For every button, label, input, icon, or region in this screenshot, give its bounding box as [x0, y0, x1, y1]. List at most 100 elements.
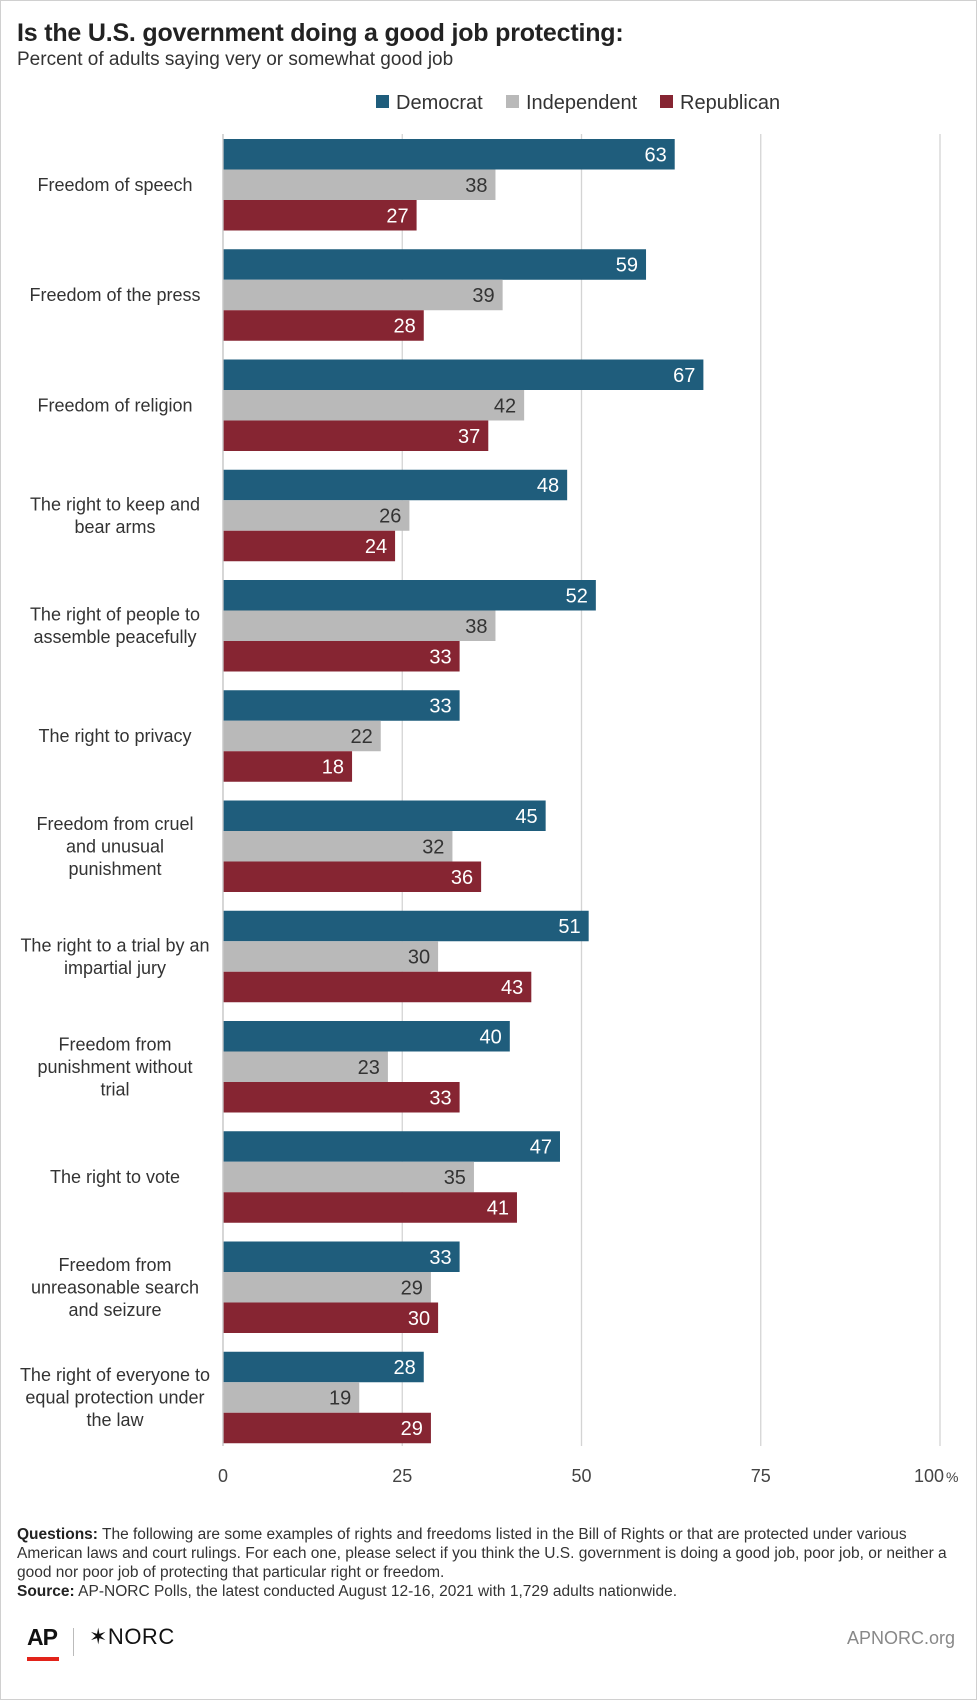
category-label-line: The right to keep and: [30, 494, 200, 514]
category-label-line: Freedom of the press: [29, 285, 200, 305]
data-label-democrat-freedom-from-unreasonable-search-and-seizure: 33: [429, 1247, 451, 1269]
bar-republican-the-right-of-people-to-assemble-peacefully: [223, 641, 460, 672]
category-label-line: equal protection under: [25, 1388, 204, 1408]
category-label-line: Freedom from: [58, 1255, 171, 1275]
norc-logo: ✶NORC: [89, 1624, 175, 1649]
category-label-freedom-from-punishment-without-trial: Freedom from punishment without trial: [37, 1034, 192, 1099]
questions-note: Questions: The following are some exampl…: [17, 1525, 962, 1582]
bar-republican-freedom-of-speech: [223, 200, 417, 231]
data-label-democrat-freedom-of-speech: 63: [644, 144, 666, 166]
data-label-republican-freedom-from-unreasonable-search-and-seizure: 30: [408, 1308, 430, 1330]
bar-republican-freedom-of-religion: [223, 420, 489, 451]
data-label-democrat-the-right-to-a-trial-by-an-impartial-jury: 51: [558, 916, 580, 938]
data-label-democrat-freedom-of-the-press: 59: [616, 255, 638, 277]
bar-democrat-the-right-to-keep-and-bear-arms: [223, 469, 568, 501]
category-label-freedom-of-religion: Freedom of religion: [37, 395, 192, 415]
site-link[interactable]: APNORC.org: [846, 1628, 955, 1648]
data-label-democrat-freedom-of-religion: 67: [673, 365, 695, 387]
bar-democrat-the-right-to-privacy: [223, 690, 460, 721]
category-label-line: Freedom of religion: [37, 395, 192, 415]
data-label-independent-freedom-from-unreasonable-search-and-seizure: 29: [401, 1277, 423, 1299]
bar-republican-the-right-to-keep-and-bear-arms: [223, 530, 396, 562]
category-label-the-right-to-vote: The right to vote: [50, 1167, 180, 1187]
bar-republican-the-right-to-a-trial-by-an-impartial-jury: [223, 971, 532, 1003]
x-tick-label-100: 100: [914, 1466, 944, 1486]
category-label-freedom-of-speech: Freedom of speech: [37, 175, 192, 195]
data-label-independent-the-right-of-everyone-to-equal-protection-under-the-law: 19: [329, 1388, 351, 1410]
x-tick-label-0: 0: [218, 1466, 228, 1486]
legend: Democrat Independent Republican: [1, 92, 977, 118]
data-label-republican-the-right-to-vote: 41: [487, 1198, 509, 1220]
category-label-freedom-from-unreasonable-search-and-seizure: Freedom from unreasonable search and seizu…: [31, 1255, 199, 1320]
bar-democrat-freedom-from-punishment-without-trial: [223, 1021, 510, 1052]
data-label-independent-the-right-to-privacy: 22: [350, 726, 372, 748]
data-label-democrat-the-right-to-privacy: 33: [429, 696, 451, 718]
category-label-line: unreasonable search: [31, 1277, 199, 1297]
x-tick-label-25: 25: [392, 1466, 412, 1486]
category-label-line: Freedom from cruel: [36, 814, 193, 834]
category-label-line: bear arms: [74, 517, 155, 537]
bar-democrat-the-right-to-a-trial-by-an-impartial-jury: [223, 910, 589, 942]
x-tick-unit: %: [946, 1469, 958, 1485]
data-label-democrat-the-right-of-people-to-assemble-peacefully: 52: [566, 585, 588, 607]
legend-swatch-independent: [506, 95, 519, 108]
bar-independent-the-right-to-privacy: [223, 720, 381, 752]
source-label: Source:: [17, 1583, 75, 1600]
data-label-independent-freedom-of-the-press: 39: [472, 285, 494, 307]
data-label-independent-the-right-of-people-to-assemble-peacefully: 38: [465, 616, 487, 638]
data-label-republican-the-right-of-everyone-to-equal-protection-under-the-law: 29: [401, 1418, 423, 1440]
bar-democrat-freedom-of-religion: [223, 359, 704, 390]
ap-logo: AP: [27, 1624, 58, 1650]
data-label-independent-freedom-from-cruel-and-unusual-punishment: 32: [422, 836, 444, 858]
bar-democrat-freedom-of-the-press: [223, 249, 647, 280]
logo-divider: [73, 1628, 74, 1656]
data-label-independent-freedom-of-religion: 42: [494, 395, 516, 417]
category-label-the-right-of-everyone-to-equal-protection-under-the-law: The right of everyone to equal protection…: [20, 1365, 210, 1430]
bar-democrat-freedom-of-speech: [223, 139, 675, 170]
category-label-line: Freedom of speech: [37, 175, 192, 195]
bar-independent-freedom-of-the-press: [223, 279, 503, 311]
bar-independent-the-right-to-keep-and-bear-arms: [223, 500, 410, 531]
category-label-line: The right to privacy: [38, 726, 191, 746]
category-label-line: The right of everyone to: [20, 1365, 210, 1385]
data-label-independent-the-right-to-keep-and-bear-arms: 26: [379, 506, 401, 528]
bar-independent-the-right-to-vote: [223, 1161, 474, 1193]
bar-republican-the-right-to-privacy: [223, 751, 353, 782]
category-label-the-right-to-privacy: The right to privacy: [38, 726, 191, 746]
category-label-line: The right to a trial by an: [20, 935, 209, 955]
bar-independent-freedom-of-religion: [223, 390, 525, 421]
category-label-the-right-to-keep-and-bear-arms: The right to keep and bear arms: [30, 494, 200, 537]
category-label-line: The right of people to: [30, 605, 200, 625]
legend-item-democrat: Democrat: [376, 92, 483, 115]
bar-republican-freedom-of-the-press: [223, 310, 424, 341]
bar-democrat-the-right-of-people-to-assemble-peacefully: [223, 580, 596, 611]
x-tick-label-75: 75: [751, 1466, 771, 1486]
ap-logo-underline: [27, 1657, 59, 1661]
data-label-democrat-freedom-from-cruel-and-unusual-punishment: 45: [515, 806, 537, 828]
questions-text: The following are some examples of right…: [17, 1526, 947, 1581]
legend-item-republican: Republican: [660, 92, 780, 115]
category-label-freedom-from-cruel-and-unusual-punishment: Freedom from cruel and unusual punishment: [36, 814, 193, 879]
category-label-line: and seizure: [68, 1300, 161, 1320]
data-label-independent-freedom-from-punishment-without-trial: 23: [358, 1057, 380, 1079]
chart-subtitle: Percent of adults saying very or somewha…: [17, 49, 454, 70]
bar-republican-the-right-to-vote: [223, 1192, 517, 1223]
bar-chart: 0 25 50 75 100 % 63 38 27 Freedom of speech 59 39 28…: [20, 134, 958, 1486]
legend-label-republican: Republican: [680, 92, 781, 114]
bar-independent-freedom-from-unreasonable-search-and-seizure: [223, 1272, 431, 1303]
legend-swatch-democrat: [376, 95, 389, 108]
category-label-line: and unusual: [66, 836, 164, 856]
bar-republican-freedom-from-punishment-without-trial: [223, 1082, 460, 1113]
data-label-democrat-freedom-from-punishment-without-trial: 40: [480, 1026, 502, 1048]
data-label-republican-freedom-from-cruel-and-unusual-punishment: 36: [451, 867, 473, 889]
bar-democrat-the-right-to-vote: [223, 1131, 560, 1162]
questions-label: Questions:: [17, 1526, 98, 1543]
chart-notes: Questions: The following are some exampl…: [17, 1525, 962, 1601]
category-label-line: punishment without: [37, 1057, 192, 1077]
category-label-freedom-of-the-press: Freedom of the press: [29, 285, 200, 305]
data-label-republican-freedom-of-speech: 27: [386, 205, 408, 227]
data-label-republican-freedom-of-religion: 37: [458, 426, 480, 448]
bar-republican-freedom-from-cruel-and-unusual-punishment: [223, 861, 482, 892]
data-label-republican-the-right-to-keep-and-bear-arms: 24: [365, 536, 387, 558]
data-label-republican-freedom-of-the-press: 28: [394, 316, 416, 338]
